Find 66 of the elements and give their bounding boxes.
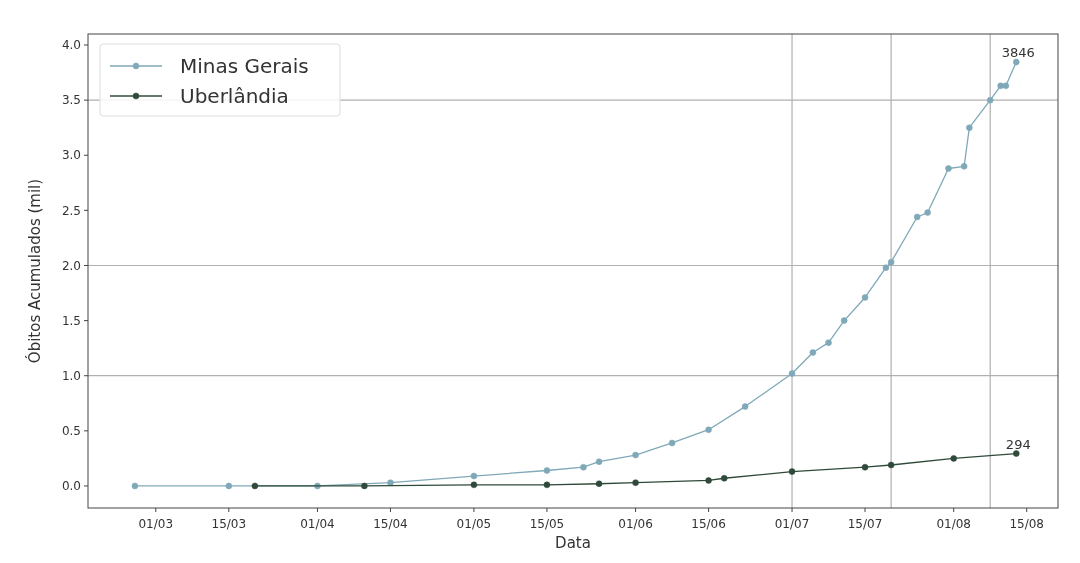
point: [705, 477, 712, 484]
x-tick-label: 01/08: [936, 517, 971, 531]
point: [361, 482, 368, 490]
y-tick-label: 2.5: [61, 203, 81, 218]
x-tick-label: 15/06: [691, 517, 726, 531]
y-axis-title: Óbitos Acumulados (mil): [25, 178, 44, 364]
point: [997, 82, 1004, 90]
point: [887, 461, 895, 469]
point: [225, 482, 233, 490]
point: [720, 474, 728, 482]
y-tick-label: 2.0: [61, 258, 81, 273]
point: [705, 426, 712, 433]
annotation: 294: [1005, 436, 1031, 452]
point: [882, 264, 890, 271]
point: [632, 479, 639, 486]
point: [387, 479, 394, 486]
x-tick-label: 15/08: [1009, 517, 1045, 531]
point: [580, 463, 587, 471]
x-tick-label: 01/05: [456, 517, 492, 531]
point: [595, 480, 603, 487]
point: [966, 124, 973, 131]
point: [788, 370, 796, 377]
point: [788, 468, 796, 475]
y-tick-label: 3.5: [61, 93, 81, 108]
x-tick-label: 01/07: [774, 517, 810, 531]
y-tick-label: 1.5: [61, 313, 81, 328]
annotation: 3846: [1001, 45, 1035, 60]
point: [887, 258, 895, 266]
point: [1002, 82, 1010, 90]
point: [861, 463, 869, 471]
y-tick-label: 1.0: [61, 368, 81, 383]
point: [825, 339, 832, 346]
point: [861, 294, 869, 301]
point: [945, 165, 952, 172]
x-tick-label: 01/04: [300, 517, 335, 531]
point: [543, 481, 551, 489]
x-axis-title: Data: [555, 534, 591, 552]
point: [741, 403, 749, 410]
y-tick-label: 4.0: [61, 38, 81, 53]
point: [924, 209, 931, 216]
point: [950, 455, 957, 462]
point: [632, 451, 639, 459]
point: [470, 481, 478, 489]
legend-label: Minas Gerais: [180, 54, 309, 78]
point: [960, 163, 968, 170]
y-tick-label: 0.5: [61, 424, 81, 439]
x-tick-label: 15/04: [373, 517, 408, 531]
point: [1013, 58, 1020, 66]
point: [913, 213, 921, 221]
point: [595, 458, 603, 465]
point: [840, 317, 848, 324]
point: [251, 482, 259, 490]
y-tick-label: 3.0: [61, 148, 81, 163]
point: [543, 467, 551, 474]
point: [470, 472, 478, 480]
point: [986, 96, 994, 104]
point: [1013, 450, 1020, 457]
y-tick-label: 0.0: [61, 479, 81, 494]
point: [809, 349, 817, 356]
x-tick-label: 15/05: [529, 517, 565, 531]
point: [668, 439, 676, 447]
x-tick-label: 01/06: [618, 517, 653, 531]
x-tick-label: 15/07: [847, 517, 883, 531]
x-tick-label: 01/03: [138, 517, 174, 531]
x-tick-label: 15/03: [211, 517, 247, 531]
legend-label: Uberlândia: [180, 84, 289, 108]
